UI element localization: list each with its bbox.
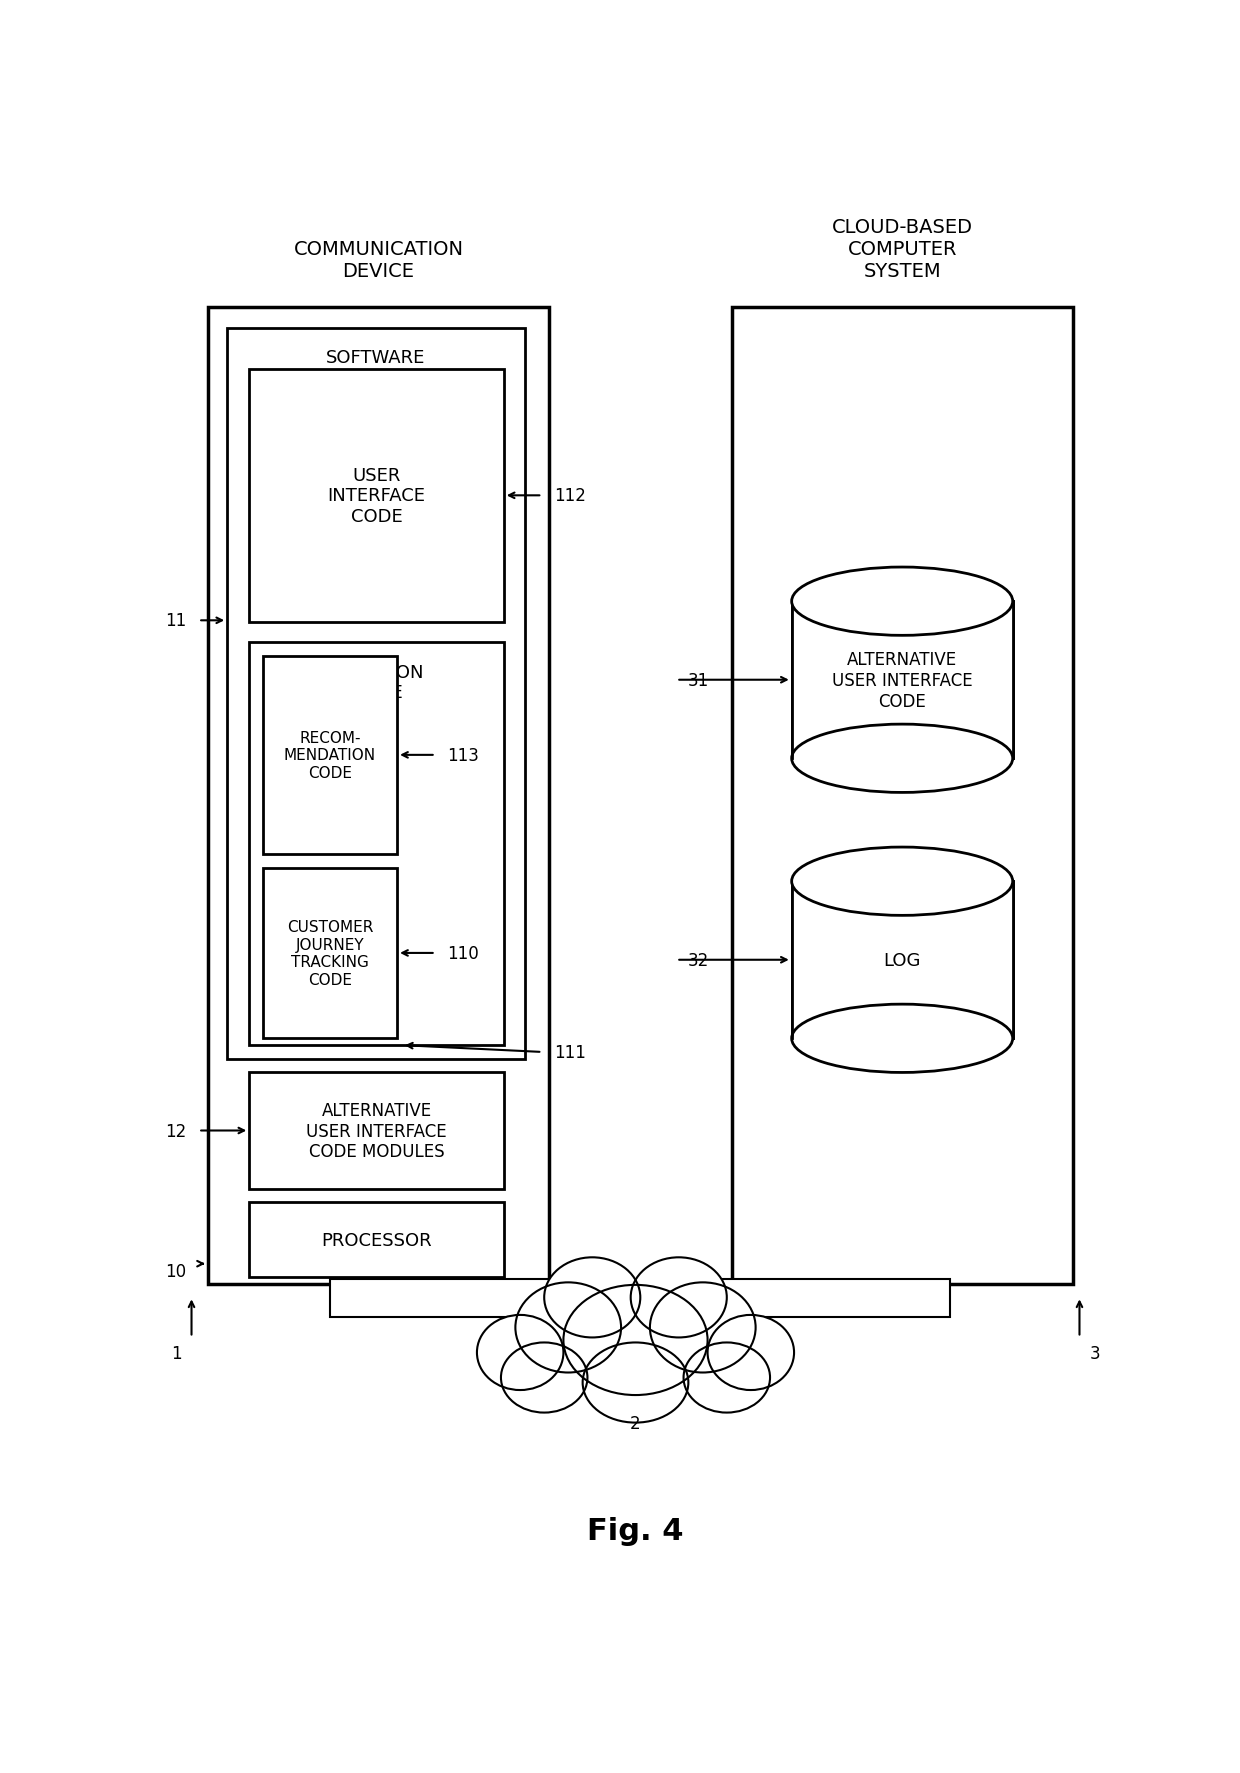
Ellipse shape: [791, 847, 1013, 917]
Text: ALTERNATIVE
USER INTERFACE
CODE: ALTERNATIVE USER INTERFACE CODE: [832, 651, 972, 711]
Ellipse shape: [650, 1282, 755, 1372]
Text: ALTERNATIVE
USER INTERFACE
CODE MODULES: ALTERNATIVE USER INTERFACE CODE MODULES: [306, 1101, 446, 1161]
Ellipse shape: [516, 1282, 621, 1372]
Text: RECOM-
MENDATION
CODE: RECOM- MENDATION CODE: [284, 730, 376, 780]
Text: LOG: LOG: [883, 952, 921, 970]
Bar: [791, 601, 1013, 759]
Text: USER
INTERFACE
CODE: USER INTERFACE CODE: [327, 466, 425, 527]
Text: 112: 112: [554, 488, 585, 505]
Ellipse shape: [477, 1316, 563, 1390]
Ellipse shape: [631, 1257, 727, 1337]
Text: 12: 12: [165, 1122, 187, 1140]
Ellipse shape: [791, 725, 1013, 793]
Bar: [227, 328, 525, 1058]
Ellipse shape: [791, 1005, 1013, 1073]
Text: Fig. 4: Fig. 4: [588, 1516, 683, 1544]
Ellipse shape: [683, 1342, 770, 1413]
Ellipse shape: [791, 567, 1013, 637]
Bar: [263, 869, 397, 1039]
Ellipse shape: [544, 1257, 640, 1337]
Bar: [330, 1278, 950, 1317]
Text: 10: 10: [166, 1262, 187, 1280]
Ellipse shape: [501, 1342, 588, 1413]
Text: PROCESSOR: PROCESSOR: [321, 1230, 432, 1248]
Text: 11: 11: [165, 612, 187, 629]
Text: FUNCTION
CODE: FUNCTION CODE: [330, 663, 423, 702]
Bar: [249, 1073, 503, 1190]
Ellipse shape: [708, 1316, 794, 1390]
Text: 2: 2: [630, 1415, 641, 1433]
Text: 113: 113: [448, 746, 479, 764]
Text: 110: 110: [448, 945, 479, 963]
Text: 31: 31: [688, 672, 709, 690]
Text: COMMUNICATION
DEVICE: COMMUNICATION DEVICE: [294, 239, 464, 280]
Text: 1: 1: [171, 1344, 181, 1362]
Bar: [791, 881, 1013, 1039]
Bar: [249, 1202, 503, 1278]
Bar: [208, 309, 549, 1284]
Bar: [249, 644, 503, 1046]
Bar: [263, 656, 397, 855]
Text: CLOUD-BASED
COMPUTER
SYSTEM: CLOUD-BASED COMPUTER SYSTEM: [832, 218, 972, 280]
Bar: [732, 309, 1073, 1284]
Text: 32: 32: [688, 952, 709, 970]
Text: CUSTOMER
JOURNEY
TRACKING
CODE: CUSTOMER JOURNEY TRACKING CODE: [286, 920, 373, 988]
Bar: [249, 371, 503, 622]
Ellipse shape: [583, 1342, 688, 1422]
Text: 3: 3: [1090, 1344, 1100, 1362]
Text: SOFTWARE
APPLICATION: SOFTWARE APPLICATION: [317, 349, 434, 388]
Bar: [590, 1277, 681, 1319]
Text: 111: 111: [554, 1043, 585, 1062]
Ellipse shape: [563, 1285, 708, 1395]
